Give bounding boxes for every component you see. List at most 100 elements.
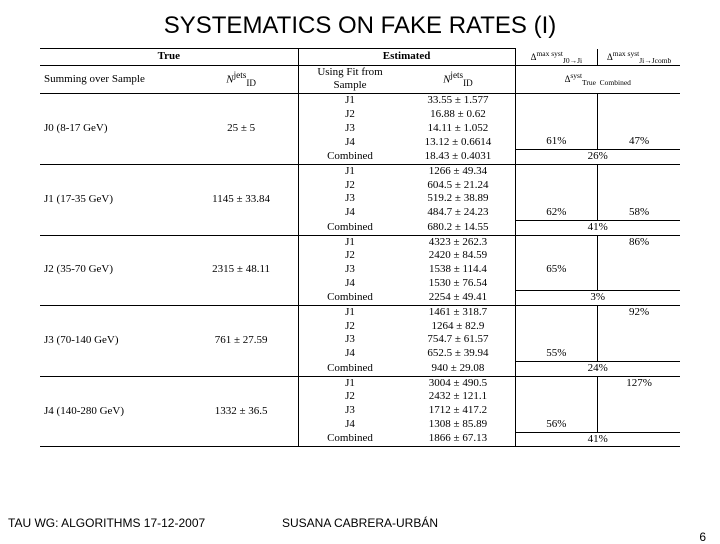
true-nid: 1332 ± 36.5 xyxy=(185,376,299,447)
nid-value: 14.11 ± 1.052 xyxy=(401,122,515,136)
nid-value: 604.5 ± 21.24 xyxy=(401,179,515,193)
delta2: 86% xyxy=(598,235,680,249)
delta1 xyxy=(515,390,598,404)
fit-sample: Combined xyxy=(298,291,401,306)
delta1: 65% xyxy=(515,263,598,277)
fit-sample: J1 xyxy=(298,376,401,390)
table-row: J1 (17-35 GeV)1145 ± 33.84J11266 ± 49.34 xyxy=(40,164,680,178)
nid-value: 519.2 ± 38.89 xyxy=(401,192,515,206)
table-row: J2 (35-70 GeV)2315 ± 48.11J14323 ± 262.3… xyxy=(40,235,680,249)
header-true: True xyxy=(40,49,298,66)
delta1 xyxy=(515,404,598,418)
footer: TAU WG: ALGORITHMS 17-12-2007 SUSANA CAB… xyxy=(0,516,720,530)
header-delta2: Δmax systJi→Jcomb xyxy=(598,49,680,66)
sample-label: J3 (70-140 GeV) xyxy=(40,305,185,376)
delta1 xyxy=(515,179,598,193)
delta1: 62% xyxy=(515,206,598,220)
delta2 xyxy=(598,347,680,361)
footer-left: TAU WG: ALGORITHMS 17-12-2007 xyxy=(8,516,205,530)
sample-label: J4 (140-280 GeV) xyxy=(40,376,185,447)
fit-sample: J2 xyxy=(298,179,401,193)
fit-sample: J4 xyxy=(298,135,401,149)
fit-sample: J3 xyxy=(298,404,401,418)
fit-sample: J2 xyxy=(298,249,401,263)
delta2: 127% xyxy=(598,376,680,390)
header-nid: NjetsID xyxy=(185,65,299,94)
fit-sample: J3 xyxy=(298,333,401,347)
nid-value: 1866 ± 67.13 xyxy=(401,432,515,447)
fit-sample: J3 xyxy=(298,122,401,136)
fit-sample: J2 xyxy=(298,108,401,122)
delta1 xyxy=(515,376,598,390)
nid-value: 1530 ± 76.54 xyxy=(401,277,515,291)
delta2 xyxy=(598,333,680,347)
table-row: J3 (70-140 GeV)761 ± 27.59J11461 ± 318.7… xyxy=(40,305,680,319)
nid-value: 1308 ± 85.89 xyxy=(401,418,515,432)
delta1 xyxy=(515,108,598,122)
delta1: 55% xyxy=(515,347,598,361)
sample-label: J2 (35-70 GeV) xyxy=(40,235,185,305)
nid-value: 940 ± 29.08 xyxy=(401,361,515,376)
table-row: J4 (140-280 GeV)1332 ± 36.5J13004 ± 490.… xyxy=(40,376,680,390)
delta2 xyxy=(598,122,680,136)
delta2 xyxy=(598,390,680,404)
delta1 xyxy=(515,320,598,334)
delta-combined: 3% xyxy=(515,291,680,306)
delta2 xyxy=(598,277,680,291)
delta2 xyxy=(598,263,680,277)
header-fitfrom: Using Fit from Sample xyxy=(298,65,401,94)
nid-value: 18.43 ± 0.4031 xyxy=(401,150,515,165)
delta1 xyxy=(515,249,598,263)
delta2 xyxy=(598,249,680,263)
header-sample: Summing over Sample xyxy=(40,65,185,94)
fit-sample: J3 xyxy=(298,263,401,277)
nid-value: 652.5 ± 39.94 xyxy=(401,347,515,361)
nid-value: 484.7 ± 24.23 xyxy=(401,206,515,220)
delta2 xyxy=(598,94,680,108)
nid-value: 3004 ± 490.5 xyxy=(401,376,515,390)
header-delta-sub: ΔsystTrue Combined xyxy=(515,65,680,94)
delta2 xyxy=(598,192,680,206)
delta2 xyxy=(598,108,680,122)
fit-sample: J4 xyxy=(298,277,401,291)
table-row: J0 (8-17 GeV)25 ± 5J133.55 ± 1.577 xyxy=(40,94,680,108)
fit-sample: Combined xyxy=(298,150,401,165)
nid-value: 2254 ± 49.41 xyxy=(401,291,515,306)
nid-value: 1461 ± 318.7 xyxy=(401,305,515,319)
delta1 xyxy=(515,164,598,178)
nid-value: 2432 ± 121.1 xyxy=(401,390,515,404)
nid-value: 680.2 ± 14.55 xyxy=(401,220,515,235)
delta1 xyxy=(515,277,598,291)
fit-sample: J1 xyxy=(298,305,401,319)
delta1: 56% xyxy=(515,418,598,432)
delta2: 47% xyxy=(598,135,680,149)
delta1 xyxy=(515,333,598,347)
delta2 xyxy=(598,320,680,334)
delta2 xyxy=(598,404,680,418)
delta-combined: 24% xyxy=(515,361,680,376)
delta1 xyxy=(515,192,598,206)
delta1: 61% xyxy=(515,135,598,149)
delta-combined: 41% xyxy=(515,220,680,235)
footer-right: 6 xyxy=(699,530,706,544)
fit-sample: J2 xyxy=(298,390,401,404)
data-table: True Estimated Δmax systJ0→Ji Δmax systJ… xyxy=(40,48,680,447)
delta1 xyxy=(515,235,598,249)
delta2 xyxy=(598,418,680,432)
delta2: 58% xyxy=(598,206,680,220)
sample-label: J1 (17-35 GeV) xyxy=(40,164,185,235)
sample-label: J0 (8-17 GeV) xyxy=(40,94,185,165)
fit-sample: J1 xyxy=(298,235,401,249)
nid-value: 2420 ± 84.59 xyxy=(401,249,515,263)
fit-sample: Combined xyxy=(298,220,401,235)
nid-value: 16.88 ± 0.62 xyxy=(401,108,515,122)
true-nid: 2315 ± 48.11 xyxy=(185,235,299,305)
delta2 xyxy=(598,179,680,193)
delta2: 92% xyxy=(598,305,680,319)
nid-value: 4323 ± 262.3 xyxy=(401,235,515,249)
delta2 xyxy=(598,164,680,178)
fit-sample: J3 xyxy=(298,192,401,206)
nid-value: 1264 ± 82.9 xyxy=(401,320,515,334)
fit-sample: J4 xyxy=(298,206,401,220)
true-nid: 25 ± 5 xyxy=(185,94,299,165)
